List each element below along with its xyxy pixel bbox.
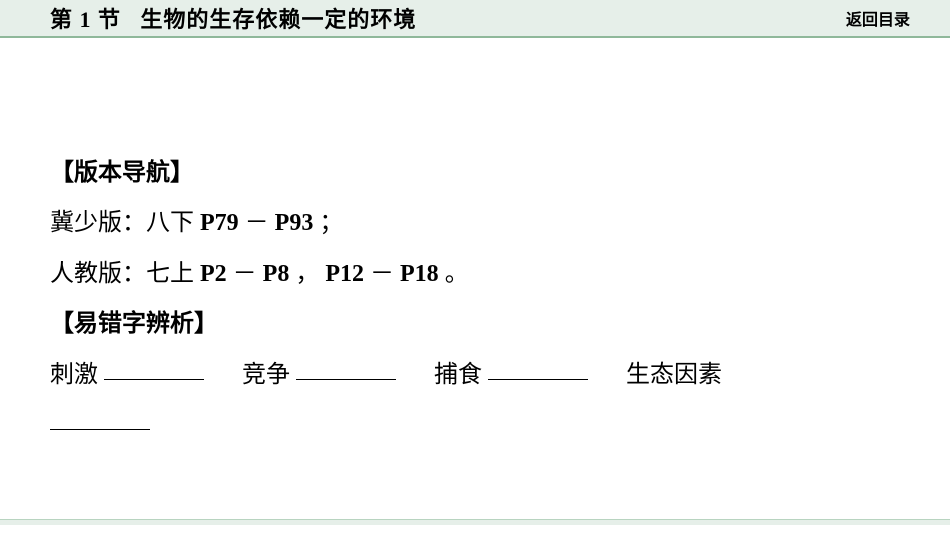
page-header: 第 1 节 生物的生存依赖一定的环境 返回目录	[0, 0, 950, 38]
term3: 捕食	[434, 362, 482, 388]
blank-2[interactable]	[296, 379, 396, 380]
return-link[interactable]: 返回目录	[846, 6, 910, 30]
error-heading: 【易错字辨析】	[50, 299, 900, 349]
renjiaoban-label: 人教版：七上	[50, 261, 194, 287]
renjiaoban-p2: P8	[263, 261, 290, 287]
renjiaoban-line: 人教版：七上 P2 － P8 ， P12 － P18 。	[50, 249, 900, 299]
fill-blank-row: 刺激 竞争 捕食 生态因素	[50, 350, 900, 400]
comma: ，	[295, 261, 319, 287]
renjiaoban-end: 。	[445, 261, 469, 287]
nav-heading: 【版本导航】	[50, 148, 900, 198]
fill-blank-row-2	[50, 400, 900, 450]
jishaoban-p1: P79	[200, 210, 239, 236]
dash: －	[245, 210, 269, 236]
section-unit: 节	[98, 7, 121, 32]
renjiaoban-p4: P18	[400, 261, 439, 287]
footer-divider	[0, 519, 950, 525]
jishaoban-p2: P93	[275, 210, 314, 236]
term1: 刺激	[50, 362, 98, 388]
blank-3[interactable]	[488, 379, 588, 380]
header-title: 第 1 节 生物的生存依赖一定的环境	[50, 2, 417, 34]
renjiaoban-p3: P12	[325, 261, 364, 287]
jishaoban-end: ；	[319, 210, 343, 236]
blank-1[interactable]	[104, 379, 204, 380]
renjiaoban-p1: P2	[200, 261, 227, 287]
main-content: 【版本导航】 冀少版：八下 P79 － P93 ； 人教版：七上 P2 － P8…	[0, 38, 950, 450]
blank-4[interactable]	[50, 429, 150, 430]
jishaoban-label: 冀少版：八下	[50, 210, 194, 236]
term2: 竞争	[242, 362, 290, 388]
dash: －	[370, 261, 394, 287]
section-label: 第	[50, 7, 73, 32]
jishaoban-line: 冀少版：八下 P79 － P93 ；	[50, 198, 900, 248]
title-text: 生物的生存依赖一定的环境	[141, 7, 417, 32]
dash: －	[233, 261, 257, 287]
term4: 生态因素	[626, 362, 722, 388]
section-number: 1	[80, 7, 92, 32]
